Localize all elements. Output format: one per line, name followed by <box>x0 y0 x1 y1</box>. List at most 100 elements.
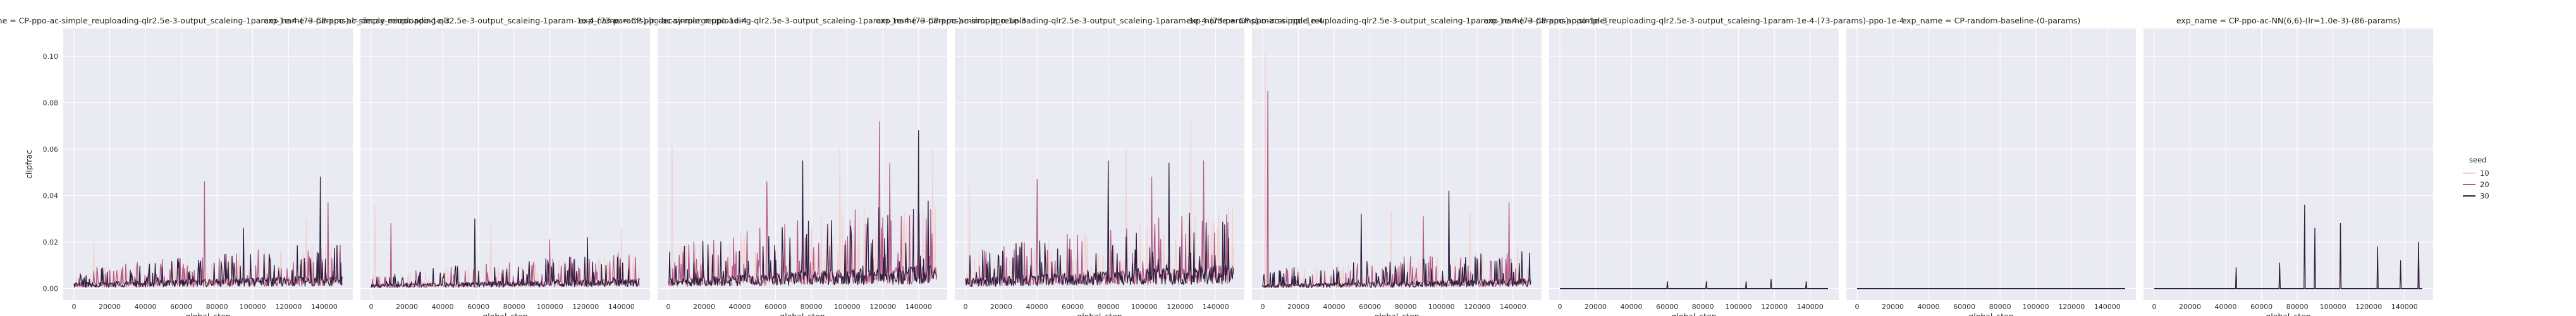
series-line-seed-30 <box>668 130 937 287</box>
x-tick-label: 80000 <box>1395 303 1417 311</box>
x-tick-label: 120000 <box>1761 303 1788 311</box>
x-tick-label: 20000 <box>1585 303 1607 311</box>
x-tick-label: 0 <box>71 303 76 311</box>
x-tick-label: 40000 <box>1621 303 1643 311</box>
series-line-seed-30 <box>2154 204 2422 289</box>
x-tick-label: 20000 <box>1882 303 1904 311</box>
x-tick-label: 80000 <box>1989 303 2011 311</box>
facet-title: exp_name = CP-random-baseline-(0-params) <box>1902 16 2081 25</box>
x-tick-label: 140000 <box>1203 303 1229 311</box>
series-line-seed-30 <box>965 160 1234 288</box>
x-tick-label: 100000 <box>537 303 563 311</box>
x-tick-label: 60000 <box>1359 303 1381 311</box>
x-tick-label: 0 <box>1557 303 1562 311</box>
series-line-seed-30 <box>1560 279 1828 289</box>
x-tick-label: 120000 <box>2355 303 2382 311</box>
x-tick-label: 0 <box>1260 303 1265 311</box>
x-tick-label: 20000 <box>396 303 418 311</box>
legend-label: 20 <box>2480 180 2489 189</box>
x-tick-label: 80000 <box>1692 303 1714 311</box>
y-tick-label: 0.00 <box>43 285 59 293</box>
x-tick-label: 20000 <box>1287 303 1309 311</box>
legend-items: 10 20 30 <box>2463 169 2489 200</box>
x-tick-label: 20000 <box>2179 303 2201 311</box>
x-tick-label: 20000 <box>693 303 715 311</box>
x-tick-label: 120000 <box>275 303 302 311</box>
panel-background <box>2144 28 2433 300</box>
x-tick-label: 140000 <box>311 303 338 311</box>
facet-panel: 0 20000 40000 60000 80000 100000 120000 140000 g… <box>876 16 1323 316</box>
x-tick-label: 40000 <box>135 303 157 311</box>
x-tick-label: 120000 <box>2058 303 2085 311</box>
x-tick-label: 80000 <box>2286 303 2309 311</box>
y-tick-label: 0.02 <box>43 238 59 246</box>
x-tick-label: 120000 <box>1464 303 1490 311</box>
panel-background <box>1846 28 2136 300</box>
panel-background <box>63 28 353 300</box>
x-axis-label: global_step <box>482 312 527 316</box>
x-tick-label: 0 <box>369 303 373 311</box>
legend-label: 30 <box>2480 191 2489 200</box>
x-tick-label: 40000 <box>1918 303 1940 311</box>
panel-background <box>360 28 650 300</box>
x-tick-label: 40000 <box>1323 303 1346 311</box>
panel-background <box>1252 28 1542 300</box>
x-tick-label: 0 <box>2152 303 2156 311</box>
series-line-seed-30 <box>73 176 343 288</box>
facet-panel: 0 20000 40000 60000 80000 100000 120000 140000 g… <box>1846 16 2136 316</box>
x-axis-label: global_step <box>185 312 230 316</box>
facet-panel: 0 20000 40000 60000 80000 100000 120000 140000 g… <box>1483 16 1904 316</box>
x-tick-label: 140000 <box>608 303 635 311</box>
x-tick-label: 60000 <box>170 303 192 311</box>
x-tick-label: 100000 <box>2320 303 2346 311</box>
series-line-seed-20 <box>371 223 640 288</box>
x-tick-label: 100000 <box>2023 303 2049 311</box>
x-tick-label: 80000 <box>800 303 823 311</box>
x-tick-label: 40000 <box>1026 303 1048 311</box>
x-tick-label: 100000 <box>1428 303 1455 311</box>
y-tick-label: 0.04 <box>43 192 59 200</box>
series-line-seed-20 <box>1262 90 1531 288</box>
x-tick-label: 100000 <box>1726 303 1752 311</box>
x-tick-label: 60000 <box>1656 303 1678 311</box>
facet-panel: 0 20000 40000 60000 80000 100000 120000 140000 g… <box>0 16 450 316</box>
x-tick-label: 0 <box>666 303 670 311</box>
x-tick-label: 140000 <box>905 303 932 311</box>
x-axis-label: global_step <box>1968 312 2013 316</box>
legend-title: seed <box>2469 155 2486 164</box>
x-tick-label: 100000 <box>834 303 861 311</box>
facet-panel: 0 20000 40000 60000 80000 100000 120000 140000 g… <box>264 16 747 316</box>
x-tick-label: 80000 <box>503 303 525 311</box>
x-tick-label: 100000 <box>1131 303 1158 311</box>
x-tick-label: 60000 <box>1062 303 1084 311</box>
x-tick-label: 120000 <box>572 303 599 311</box>
x-tick-label: 40000 <box>432 303 454 311</box>
x-tick-label: 120000 <box>869 303 896 311</box>
x-tick-label: 140000 <box>1797 303 1824 311</box>
x-tick-label: 0 <box>1855 303 1859 311</box>
facet-title: exp_name = CP-ppo-ac-simple_reuploading-… <box>0 16 450 25</box>
x-tick-label: 20000 <box>99 303 121 311</box>
facet-panel: 0 20000 40000 60000 80000 100000 120000 140000 g… <box>1186 16 1607 316</box>
legend: seed 10 20 30 <box>2463 155 2489 200</box>
series-line-seed-30 <box>371 218 640 288</box>
x-tick-label: 60000 <box>467 303 489 311</box>
x-tick-label: 140000 <box>2391 303 2418 311</box>
series-line-seed-30 <box>1262 190 1531 288</box>
legend-label: 10 <box>2480 169 2489 178</box>
x-axis-label: global_step <box>780 312 825 316</box>
facet-title: exp_name = CP-ppo-ac-simple_reuploading-… <box>876 16 1323 25</box>
y-axis-label: clipfrac <box>24 150 34 179</box>
chart-panels: 0 20000 40000 60000 80000 100000 120000 140000 g… <box>0 16 2433 316</box>
x-tick-label: 80000 <box>1098 303 1120 311</box>
x-tick-label: 60000 <box>764 303 787 311</box>
y-tick-label: 0.10 <box>43 52 59 61</box>
x-axis-label: global_step <box>1374 312 1419 316</box>
panel-background <box>1549 28 1839 300</box>
x-axis-label: global_step <box>2266 312 2310 316</box>
x-tick-label: 40000 <box>729 303 751 311</box>
facet-title: exp_name = CP-ppo-ac-NN(6,6)-(lr=1.0e-3)… <box>2176 16 2400 25</box>
x-tick-label: 60000 <box>1953 303 1975 311</box>
x-tick-label: 100000 <box>240 303 266 311</box>
